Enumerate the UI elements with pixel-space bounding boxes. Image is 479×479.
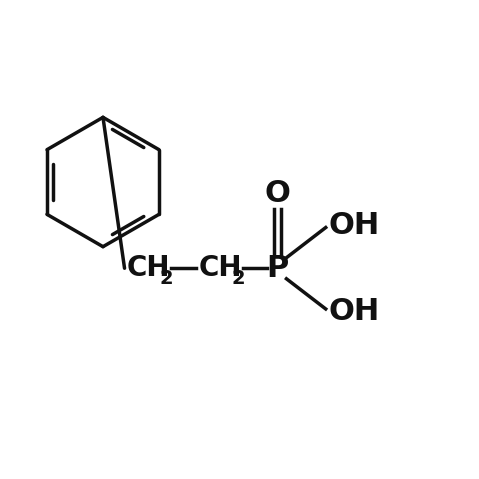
Text: 2: 2 bbox=[160, 269, 173, 288]
Text: O: O bbox=[265, 180, 291, 208]
Text: CH: CH bbox=[127, 254, 171, 282]
Text: P: P bbox=[267, 254, 289, 283]
Text: 2: 2 bbox=[231, 269, 245, 288]
Text: OH: OH bbox=[328, 211, 379, 240]
Text: CH: CH bbox=[199, 254, 242, 282]
Text: OH: OH bbox=[328, 297, 379, 326]
